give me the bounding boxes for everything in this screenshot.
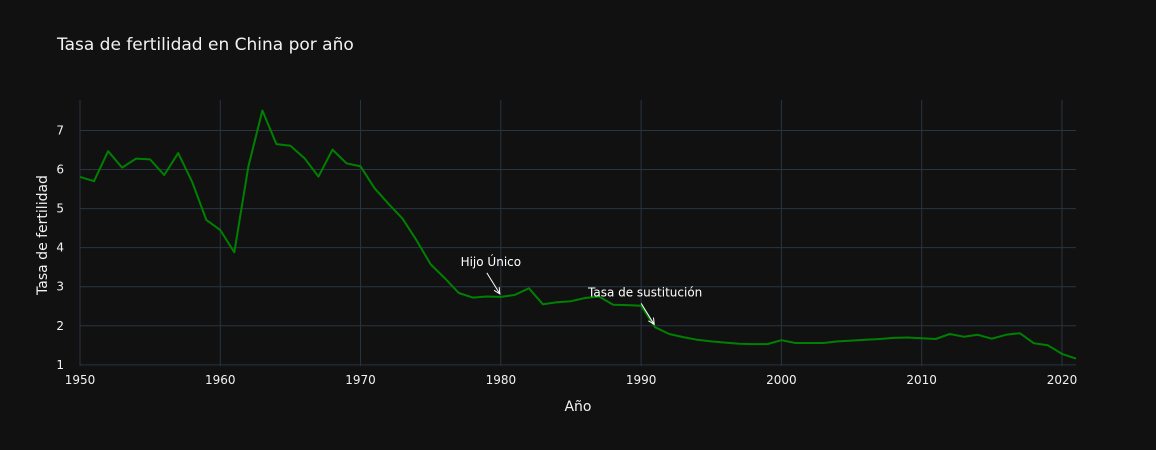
annotations: Hijo Único Tasa de sustitución	[461, 254, 702, 326]
annotation-arrow-line	[640, 303, 655, 325]
annotation-label: Tasa de sustitución	[587, 285, 702, 299]
y-tick-label: 4	[56, 241, 64, 255]
y-tick-label: 7	[56, 123, 64, 137]
chart-title: Tasa de fertilidad en China por año	[56, 35, 354, 55]
annotation-arrow-line	[486, 272, 501, 295]
x-axis-title: Año	[564, 399, 591, 415]
x-tick-label: 1970	[345, 373, 376, 387]
x-axis-ticks: 1950 1960 1970 1980 1990 2000 2010 2020	[65, 373, 1078, 387]
y-tick-label: 2	[56, 319, 64, 333]
y-tick-label: 6	[56, 163, 64, 177]
x-tick-label: 2010	[906, 373, 937, 387]
annotation-label: Hijo Único	[461, 254, 522, 269]
grid	[79, 100, 1076, 366]
x-tick-label: 1980	[486, 373, 517, 387]
y-axis-title: Tasa de fertilidad	[35, 175, 51, 296]
y-tick-label: 1	[56, 358, 64, 372]
annotation-arrowhead	[648, 317, 655, 326]
series-layer	[79, 109, 1077, 360]
annotation-arrowhead	[493, 287, 501, 295]
y-tick-label: 5	[56, 202, 64, 216]
fertility-line	[79, 109, 1077, 360]
y-axis-ticks: 1 2 3 4 5 6 7	[56, 123, 64, 371]
x-tick-label: 1950	[65, 373, 96, 387]
x-tick-label: 1990	[626, 373, 657, 387]
x-tick-label: 1960	[205, 373, 236, 387]
y-tick-label: 3	[56, 280, 64, 294]
x-tick-label: 2020	[1047, 373, 1078, 387]
x-tick-label: 2000	[766, 373, 797, 387]
